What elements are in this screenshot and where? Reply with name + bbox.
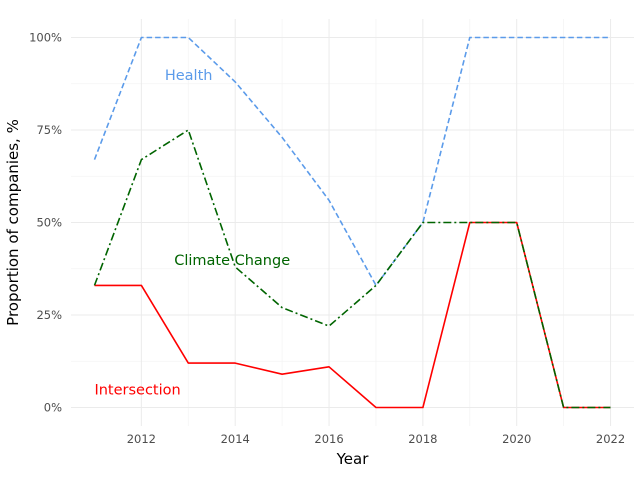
series-labels: Health Climate Change Intersection xyxy=(94,68,290,399)
series-label-intersection: Intersection xyxy=(94,383,180,399)
x-axis-title: Year xyxy=(336,450,370,468)
x-tick-label: 2014 xyxy=(221,432,250,446)
major-gridlines xyxy=(71,19,634,426)
x-tick-label: 2012 xyxy=(127,432,156,446)
series-label-climate-change: Climate Change xyxy=(174,253,290,269)
y-tick-label: 25% xyxy=(36,308,62,322)
series-label-health: Health xyxy=(165,68,213,84)
x-tick-label: 2022 xyxy=(596,432,625,446)
series-line-climate-change xyxy=(93,129,611,409)
y-axis-ticks: 0% 25% 50% 75% 100% xyxy=(29,31,62,415)
y-tick-label: 100% xyxy=(29,31,62,45)
x-tick-label: 2020 xyxy=(502,432,531,446)
x-axis-ticks: 2012 2014 2016 2018 2020 2022 xyxy=(127,432,625,446)
y-tick-label: 0% xyxy=(44,401,62,415)
y-tick-label: 50% xyxy=(36,216,62,230)
y-tick-label: 75% xyxy=(36,123,62,137)
y-axis-title: Proportion of companies, % xyxy=(4,119,22,326)
x-tick-label: 2018 xyxy=(408,432,437,446)
series-line-health xyxy=(93,36,611,287)
x-tick-label: 2016 xyxy=(314,432,343,446)
series-line-intersection xyxy=(94,221,611,409)
series-lines xyxy=(93,36,611,409)
